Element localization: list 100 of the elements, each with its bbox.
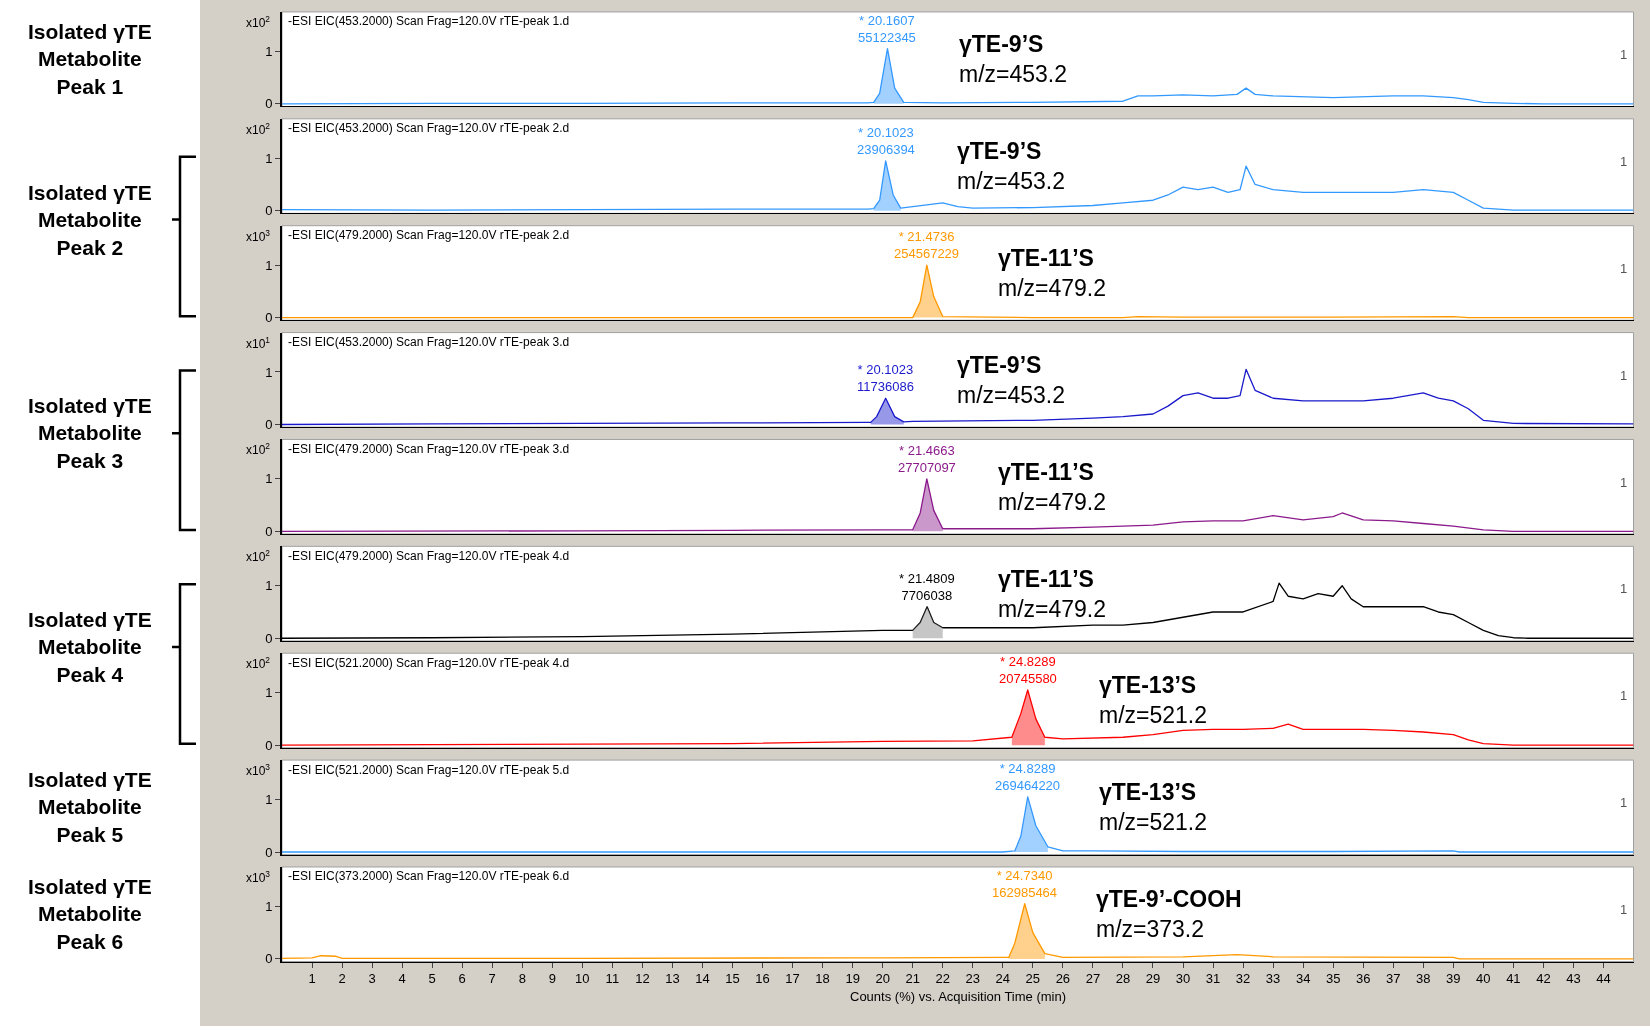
x-tick-label: 25: [1025, 971, 1041, 987]
y-tick-label: 1: [265, 257, 273, 273]
annotation: 1: [1620, 902, 1628, 917]
annotation: * 20.1607 55122345: [858, 13, 916, 45]
x-tick-label: 16: [755, 971, 770, 987]
annotation: γTE-9’S m/z=453.2: [957, 352, 1066, 408]
annotation: * 21.4736 254567229: [894, 229, 960, 261]
y-tick-label: 1: [265, 150, 273, 166]
y-tick-label: 0: [265, 203, 273, 219]
y-tick-label: 0: [265, 310, 273, 326]
y-tick-label: 0: [265, 96, 273, 112]
x-tick-label: 5: [428, 971, 436, 987]
chart-title: -ESI EIC(479.2000) Scan Frag=120.0V rTE-peak 4.d: [288, 549, 570, 563]
x-tick-label: 42: [1536, 971, 1551, 987]
y-tick-label: 0: [265, 417, 273, 433]
y-tick-label: 1: [265, 898, 273, 914]
annotation: γTE-13’S m/z=521.2: [1099, 672, 1208, 728]
annotation: * 20.1023 23906394: [857, 125, 915, 157]
annotation: * 24.7340 162985464: [992, 868, 1058, 900]
x-tick-label: 10: [575, 971, 590, 987]
x-tick-label: 22: [935, 971, 950, 987]
x-tick-label: 32: [1235, 971, 1251, 987]
annotation: 1: [1620, 261, 1628, 276]
text: Isolated γTE Metabolite Peak 3: [28, 394, 152, 472]
x-tick-label: 30: [1175, 971, 1191, 987]
y-tick-label: 1: [265, 43, 273, 59]
x-tick-label: 1: [308, 971, 316, 987]
y-axis-title: x10$^{3}$: [246, 869, 271, 886]
x-tick-label: 17: [785, 971, 800, 987]
y-axis-title: x10$^{2}$: [246, 441, 271, 458]
annotation: * 24.8289 20745580: [999, 654, 1057, 686]
y-tick-label: 0: [265, 737, 273, 753]
x-tick-label: 11: [605, 971, 620, 987]
annotation: 1: [1620, 795, 1628, 810]
x-tick-label: 3: [368, 971, 376, 987]
y-tick-label: 0: [265, 844, 273, 860]
x-tick-label: 20: [875, 971, 890, 987]
y-axis-title: x10$^{3}$: [246, 228, 271, 245]
x-tick-label: 41: [1506, 971, 1521, 987]
y-tick-label: 1: [265, 792, 273, 808]
annotation: 1: [1620, 47, 1628, 62]
chart-title: -ESI EIC(521.2000) Scan Frag=120.0V rTE-peak 5.d: [288, 763, 570, 777]
chart-title: -ESI EIC(479.2000) Scan Frag=120.0V rTE-peak 2.d: [288, 228, 570, 242]
annotation: 1: [1620, 154, 1628, 169]
x-tick-label: 28: [1115, 971, 1131, 987]
x-tick-label: 33: [1265, 971, 1281, 987]
x-tick-label: 23: [965, 971, 980, 987]
annotation: * 24.8289 269464220: [995, 761, 1061, 793]
chart-title: -ESI EIC(453.2000) Scan Frag=120.0V rTE-peak 2.d: [288, 121, 570, 135]
x-tick-label: 39: [1446, 971, 1461, 987]
text: Isolated γTE Metabolite Peak 5: [28, 768, 152, 846]
x-tick-label: 7: [488, 971, 496, 987]
annotation: 1: [1620, 688, 1628, 703]
y-axis-title: x10$^{2}$: [246, 655, 271, 672]
x-tick-label: 4: [398, 971, 406, 987]
y-axis-title: x10$^{2}$: [246, 121, 271, 138]
x-tick-label: 38: [1416, 971, 1431, 987]
y-tick-label: 1: [265, 364, 273, 380]
annotation: * 21.4809 7706038: [899, 571, 955, 603]
annotation: γTE-9’S m/z=453.2: [959, 31, 1068, 87]
annotation: γTE-11’S m/z=479.2: [998, 245, 1107, 301]
text: Isolated γTE Metabolite Peak 6: [28, 875, 152, 953]
x-tick-label: 12: [635, 971, 650, 987]
y-axis-title: x10$^{3}$: [246, 762, 271, 779]
chart-title: -ESI EIC(521.2000) Scan Frag=120.0V rTE-peak 4.d: [288, 656, 570, 670]
chart-title: -ESI EIC(453.2000) Scan Frag=120.0V rTE-peak 3.d: [288, 335, 570, 349]
annotation: * 21.4663 27707097: [898, 443, 956, 475]
y-tick-label: 1: [265, 471, 273, 487]
annotation: 1: [1620, 368, 1628, 383]
annotation: γTE-11’S m/z=479.2: [998, 459, 1107, 515]
chart-title: -ESI EIC(453.2000) Scan Frag=120.0V rTE-peak 1.d: [288, 14, 570, 28]
x-tick-label: 43: [1566, 971, 1581, 987]
x-tick-label: 35: [1325, 971, 1341, 987]
x-tick-label: 44: [1596, 971, 1611, 987]
chart-title: -ESI EIC(373.2000) Scan Frag=120.0V rTE-peak 6.d: [288, 869, 570, 883]
x-tick-label: 26: [1055, 971, 1071, 987]
x-tick-label: 40: [1476, 971, 1491, 987]
x-tick-label: 21: [905, 971, 920, 987]
y-axis-title: x10$^{2}$: [246, 14, 271, 31]
x-tick-label: 2: [338, 971, 346, 987]
x-tick-label: 18: [815, 971, 830, 987]
text: Isolated γTE Metabolite Peak 2: [28, 181, 152, 259]
x-tick-label: 8: [518, 971, 526, 987]
x-tick-label: 27: [1085, 971, 1101, 987]
text: Isolated γTE Metabolite Peak 1: [28, 20, 152, 98]
x-tick-label: 19: [845, 971, 860, 987]
annotation: * 20.1023 11736086: [857, 362, 914, 394]
annotation: γTE-13’S m/z=521.2: [1099, 779, 1208, 835]
annotation: γTE-11’S m/z=479.2: [998, 566, 1107, 622]
x-tick-label: 14: [695, 971, 710, 987]
x-tick-label: 29: [1145, 971, 1161, 987]
text: Isolated γTE Metabolite Peak 4: [28, 608, 152, 686]
y-axis-title: x10$^{1}$: [246, 335, 271, 352]
x-tick-label: 6: [458, 971, 466, 987]
x-tick-label: 36: [1355, 971, 1371, 987]
x-tick-label: 13: [665, 971, 680, 987]
y-axis-title: x10$^{2}$: [246, 548, 271, 565]
chart-title: -ESI EIC(479.2000) Scan Frag=120.0V rTE-peak 3.d: [288, 442, 570, 456]
y-tick-label: 1: [265, 685, 273, 701]
annotation: 1: [1620, 475, 1628, 490]
